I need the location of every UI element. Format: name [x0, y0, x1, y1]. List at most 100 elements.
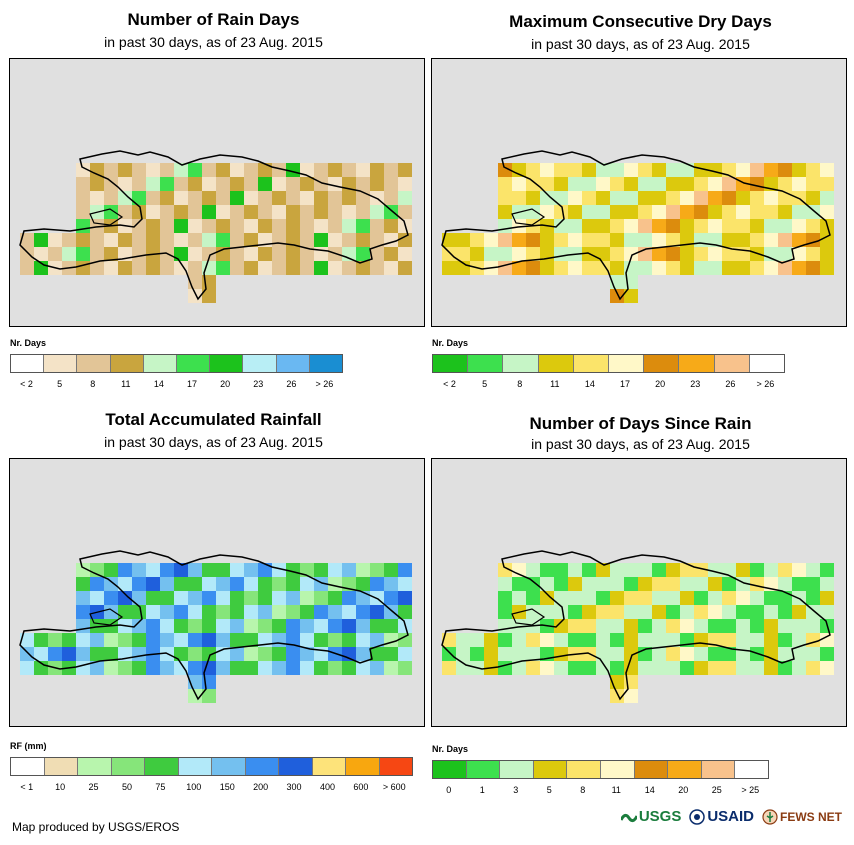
- map-cell: [638, 619, 652, 633]
- map-cell: [638, 261, 652, 275]
- map-cell: [174, 233, 188, 247]
- map-dry-days: [431, 58, 847, 327]
- map-cell: [764, 163, 778, 177]
- map-cell: [356, 605, 370, 619]
- map-cell: [174, 563, 188, 577]
- map-cell: [582, 633, 596, 647]
- map-cell: [792, 177, 806, 191]
- map-cell: [792, 205, 806, 219]
- map-cell: [778, 661, 792, 675]
- map-cell: [778, 619, 792, 633]
- map-cell: [286, 261, 300, 275]
- island-outline: [19, 550, 409, 701]
- map-cell: [596, 563, 610, 577]
- map-cell: [244, 205, 258, 219]
- legend-swatch: [143, 355, 178, 372]
- map-cell: [314, 163, 328, 177]
- map-cell: [230, 633, 244, 647]
- map-cell: [160, 661, 174, 675]
- map-cell: [370, 205, 384, 219]
- map-cell: [76, 247, 90, 261]
- legend-swatch: [433, 761, 467, 778]
- map-cell: [202, 619, 216, 633]
- map-cell: [342, 661, 356, 675]
- map-cell: [62, 247, 76, 261]
- legend-label: 5: [57, 379, 63, 389]
- map-cell: [104, 577, 118, 591]
- legend-label: 25: [88, 782, 99, 792]
- map-cell: [750, 661, 764, 675]
- map-cell: [328, 633, 342, 647]
- map-cell: [202, 605, 216, 619]
- map-cell: [596, 177, 610, 191]
- map-cell: [244, 261, 258, 275]
- map-cell: [258, 661, 272, 675]
- map-cell: [160, 633, 174, 647]
- map-cell: [174, 261, 188, 275]
- map-cell: [526, 605, 540, 619]
- map-cell: [216, 591, 230, 605]
- panel-total-rainfall: Total Accumulated Rainfall in past 30 da…: [0, 400, 427, 822]
- map-cell: [750, 563, 764, 577]
- map-cell: [554, 605, 568, 619]
- map-cell: [104, 247, 118, 261]
- map-cell: [680, 563, 694, 577]
- map-cell: [104, 661, 118, 675]
- map-cell: [666, 219, 680, 233]
- map-cell: [792, 563, 806, 577]
- map-cell: [484, 233, 498, 247]
- map-cell: [526, 191, 540, 205]
- map-cell: [694, 591, 708, 605]
- map-cell: [750, 163, 764, 177]
- map-cell: [624, 689, 638, 703]
- map-cell: [76, 219, 90, 233]
- map-cell: [596, 163, 610, 177]
- legend-swatch: [533, 761, 568, 778]
- map-cell: [540, 191, 554, 205]
- map-cell: [680, 647, 694, 661]
- map-cell: [596, 647, 610, 661]
- panel-dry-days: Maximum Consecutive Dry Days in past 30 …: [427, 0, 854, 422]
- legend-swatch: [145, 758, 179, 775]
- legend-label: > 25: [741, 785, 760, 795]
- map-cell: [554, 619, 568, 633]
- panel-title: Total Accumulated Rainfall: [105, 410, 322, 429]
- map-cell: [764, 261, 778, 275]
- legend-swatch: [210, 355, 244, 372]
- map-cell: [708, 205, 722, 219]
- map-cell: [666, 163, 680, 177]
- map-cell: [512, 577, 526, 591]
- map-cell: [638, 591, 652, 605]
- legend-swatch: [634, 761, 669, 778]
- map-cell: [328, 177, 342, 191]
- map-cell: [384, 577, 398, 591]
- map-cell: [356, 647, 370, 661]
- legend-label: 1: [479, 785, 485, 795]
- map-cell: [272, 219, 286, 233]
- map-cell: [300, 219, 314, 233]
- map-cell: [750, 191, 764, 205]
- map-cell: [442, 661, 456, 675]
- map-cell: [820, 577, 834, 591]
- map-cell: [554, 563, 568, 577]
- map-cell: [806, 633, 820, 647]
- map-cell: [624, 247, 638, 261]
- map-cell: [666, 577, 680, 591]
- map-cell: [118, 577, 132, 591]
- map-cell: [384, 191, 398, 205]
- map-cell: [286, 647, 300, 661]
- map-cell: [314, 191, 328, 205]
- map-cell: [328, 605, 342, 619]
- map-cell: [398, 163, 412, 177]
- map-cell: [708, 261, 722, 275]
- map-cell: [146, 205, 160, 219]
- map-cell: [624, 219, 638, 233]
- map-cell: [666, 205, 680, 219]
- map-cell: [666, 619, 680, 633]
- legend-swatch: [714, 355, 750, 372]
- legend-label: > 26: [315, 379, 334, 389]
- map-cell: [76, 647, 90, 661]
- map-cell: [90, 577, 104, 591]
- map-cell: [568, 177, 582, 191]
- map-cell: [568, 163, 582, 177]
